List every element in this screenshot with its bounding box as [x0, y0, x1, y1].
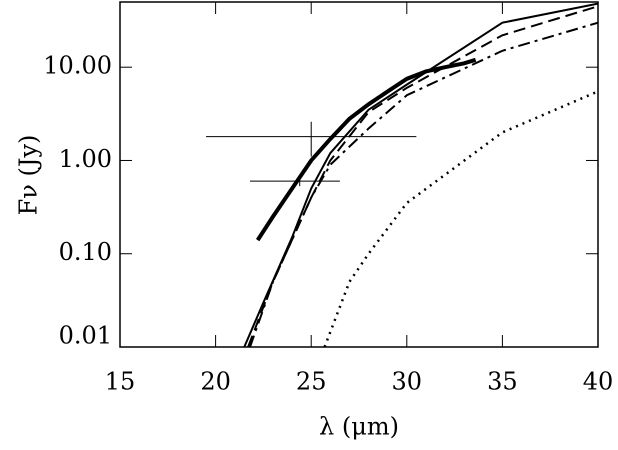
y-tick-label: 0.01: [59, 322, 112, 350]
x-tick-label: 40: [583, 368, 614, 396]
plot-frame: [119, 1, 599, 348]
y-tick-label: 1.00: [59, 145, 112, 173]
x-tick-label: 15: [105, 368, 136, 396]
x-tick-label: 30: [392, 368, 423, 396]
x-tick-label: 25: [296, 368, 327, 396]
series-line: [323, 90, 598, 347]
series-line: [255, 57, 477, 242]
series-line: [249, 21, 598, 347]
x-tick-label: 35: [487, 368, 518, 396]
x-tick-label: 20: [200, 368, 231, 396]
series-line: [243, 2, 598, 347]
y-tick-label: 10.00: [43, 52, 112, 80]
x-axis-title: λ (μm): [319, 413, 399, 441]
y-tick-label: 0.10: [59, 238, 112, 266]
y-axis-title: Fν (Jy): [15, 135, 43, 216]
